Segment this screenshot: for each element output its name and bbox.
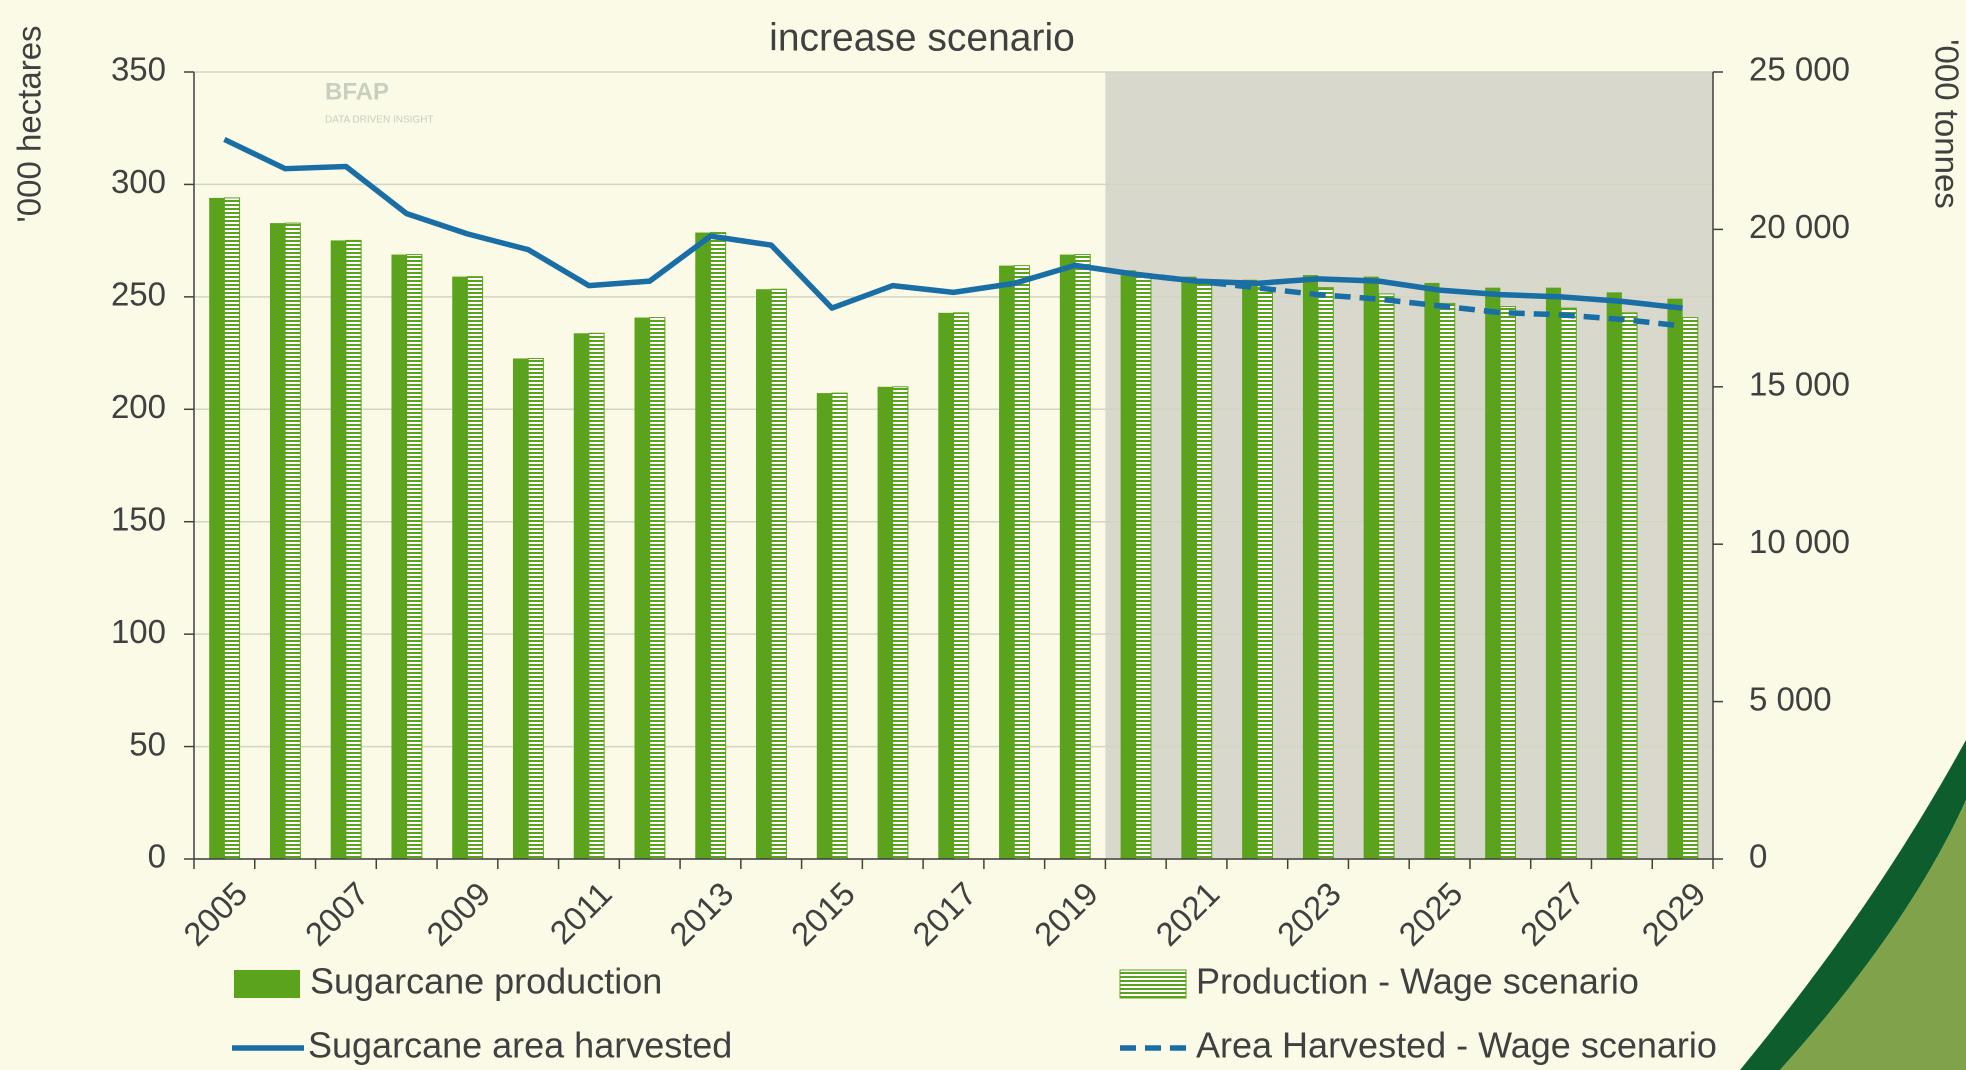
y-tick-label: 50 — [129, 725, 166, 762]
x-tick-label: 2013 — [662, 875, 740, 953]
y-tick-label: 350 — [111, 51, 166, 88]
y2-tick-label: 25 000 — [1749, 51, 1850, 88]
bar — [1682, 317, 1699, 860]
bar — [1256, 287, 1273, 860]
line — [1135, 271, 1683, 329]
y-tick-label: 100 — [111, 613, 166, 650]
x-tick-label: 2019 — [1027, 875, 1105, 953]
bar — [1485, 287, 1501, 859]
bar — [816, 393, 832, 859]
bar — [709, 232, 727, 860]
y2-tick-label: 0 — [1749, 838, 1767, 875]
bar — [999, 265, 1015, 859]
bar — [1059, 254, 1076, 860]
bar — [1499, 306, 1517, 860]
bar — [512, 358, 529, 859]
bar — [1135, 274, 1152, 860]
x-tick-label: 2027 — [1513, 875, 1591, 953]
bar — [1013, 265, 1030, 860]
bar — [223, 197, 241, 860]
bar — [573, 333, 589, 859]
bar — [892, 386, 909, 860]
y-tick-label: 150 — [111, 500, 166, 537]
x-tick-label: 2007 — [298, 875, 376, 953]
bar — [1378, 293, 1395, 860]
bar — [1439, 302, 1456, 860]
x-tick-label: 2023 — [1270, 875, 1348, 953]
y-axis-label: '000 hectares — [11, 25, 48, 222]
y2-tick-label: 20 000 — [1749, 208, 1850, 245]
bar — [1242, 279, 1258, 859]
bar — [1621, 312, 1638, 860]
bar — [406, 254, 423, 860]
bar — [209, 197, 225, 860]
bar — [1317, 287, 1334, 860]
bar — [831, 392, 848, 860]
decor-field — [1780, 800, 1966, 1070]
x-tick-label: 2005 — [176, 875, 254, 953]
bar — [634, 317, 650, 859]
bar — [1302, 275, 1319, 859]
bar — [695, 232, 711, 860]
logo-text: BFAP — [325, 78, 389, 105]
bar — [466, 276, 484, 860]
y2-tick-label: 5 000 — [1749, 680, 1832, 717]
bar — [1545, 287, 1562, 859]
y-tick-label: 0 — [148, 838, 166, 875]
x-tick-label: 2009 — [419, 875, 497, 953]
legend-swatch — [1119, 969, 1187, 999]
bar — [1074, 254, 1091, 860]
bar — [345, 239, 362, 860]
x-tick-label: 2015 — [784, 875, 862, 953]
bar — [1424, 282, 1440, 859]
bar — [1606, 292, 1622, 859]
x-tick-label: 2021 — [1148, 875, 1226, 953]
legend-label: Sugarcane production — [310, 961, 662, 1002]
bar — [588, 332, 605, 860]
y2-axis-label: '000 tonnes — [1928, 39, 1965, 209]
line — [223, 136, 1683, 311]
bar — [1181, 276, 1197, 859]
legend-label: Production - Wage scenario — [1196, 961, 1639, 1002]
bar — [756, 289, 772, 859]
legend-swatch — [234, 970, 300, 998]
x-tick-label: 2029 — [1634, 875, 1712, 953]
x-tick-label: 2025 — [1391, 875, 1469, 953]
bar — [1363, 276, 1379, 859]
bar — [770, 288, 787, 860]
y-tick-label: 250 — [111, 276, 166, 313]
bar — [1120, 270, 1136, 860]
bar — [269, 223, 286, 859]
bar — [452, 276, 468, 859]
bar — [877, 386, 893, 859]
y-tick-label: 200 — [111, 388, 166, 425]
bar — [330, 240, 346, 860]
logo-tagline: DATA DRIVEN INSIGHT — [325, 115, 434, 126]
bar — [649, 317, 666, 860]
bar — [1667, 298, 1683, 859]
legend-label: Sugarcane area harvested — [308, 1025, 732, 1066]
bar — [1196, 282, 1213, 860]
bar — [938, 312, 954, 859]
y2-tick-label: 10 000 — [1749, 523, 1850, 560]
bar — [391, 254, 407, 860]
x-tick-label: 2011 — [543, 875, 619, 951]
y2-tick-label: 15 000 — [1749, 366, 1850, 403]
bar — [1560, 307, 1577, 860]
chart-title: increase scenario — [769, 16, 1075, 59]
bar — [953, 312, 970, 860]
y-tick-label: 300 — [111, 163, 166, 200]
x-tick-label: 2017 — [905, 875, 983, 953]
legend-label: Area Harvested - Wage scenario — [1196, 1025, 1717, 1066]
bar — [284, 222, 301, 860]
bar — [527, 357, 544, 860]
